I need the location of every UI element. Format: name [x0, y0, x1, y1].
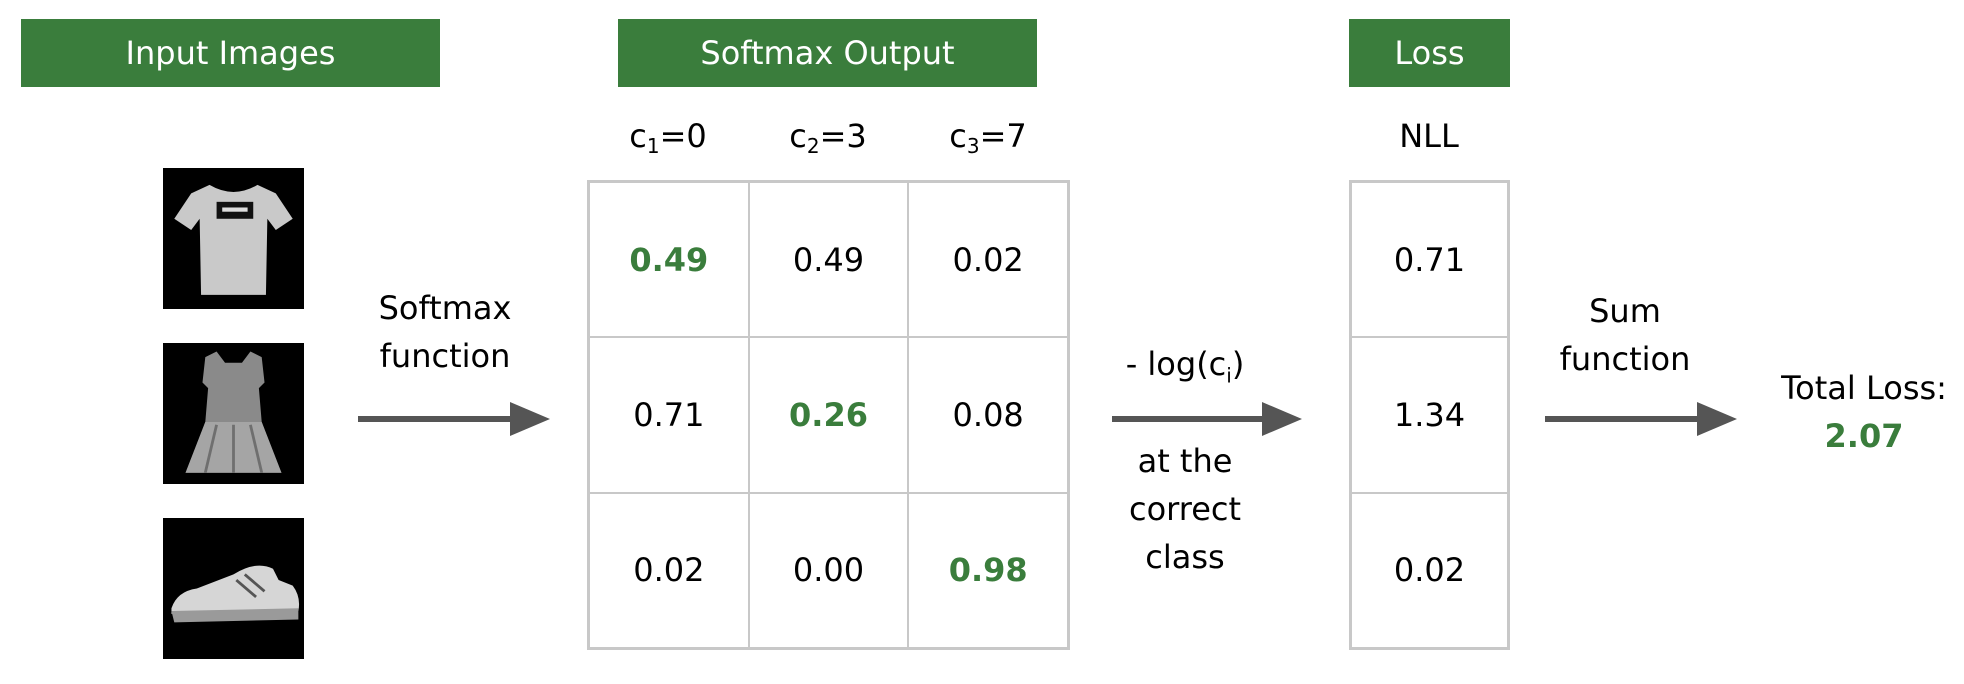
- sum-arrow: [1545, 402, 1737, 436]
- loss-cell: 1.34: [1351, 337, 1508, 493]
- softmax-output-header: Softmax Output: [618, 19, 1037, 87]
- total-loss-label: Total Loss: 2.07: [1774, 364, 1954, 460]
- nll-column-header: NLL: [1399, 117, 1459, 155]
- nll-arrow: [1112, 402, 1302, 436]
- loss-cell: 0.71: [1351, 182, 1508, 338]
- softmax-cell: 0.49: [589, 182, 749, 338]
- softmax-cell: 0.02: [908, 182, 1068, 338]
- class-column-header: c2=3: [789, 117, 867, 158]
- dress-graphic: [185, 351, 282, 474]
- input-images-header: Input Images: [21, 19, 440, 87]
- softmax-cell: 0.02: [589, 492, 749, 648]
- softmax-cell: 0.08: [908, 337, 1068, 493]
- softmax-output-header-label: Softmax Output: [700, 34, 955, 72]
- softmax-cell: 0.26: [748, 337, 909, 493]
- sneaker-graphic: [171, 565, 300, 623]
- t-shirt-graphic: [174, 184, 293, 295]
- softmax-function-label: Softmax function: [378, 289, 512, 375]
- sneaker-icon: [163, 518, 304, 659]
- softmax-arrow: [358, 402, 550, 436]
- total-loss-value: 2.07: [1824, 417, 1904, 455]
- softmax-cell: 0.71: [589, 337, 749, 493]
- softmax-cell: 0.49: [748, 182, 909, 338]
- class-column-header: c1=0: [629, 117, 707, 158]
- loss-header-label: Loss: [1394, 34, 1465, 72]
- correct-class-label: at the correct class: [1128, 442, 1242, 576]
- input-images-header-label: Input Images: [125, 34, 336, 72]
- softmax-output-table: 0.49 0.49 0.02 0.71 0.26 0.08 0.02 0.00 …: [587, 180, 1070, 650]
- loss-cell: 0.02: [1351, 492, 1508, 648]
- nll-loss-table: 0.71 1.34 0.02: [1349, 180, 1510, 650]
- t-shirt-icon: [163, 168, 304, 309]
- softmax-cell: 0.00: [748, 492, 909, 648]
- neg-log-label: - log(ci): [1125, 345, 1245, 388]
- dress-icon: [163, 343, 304, 484]
- loss-header: Loss: [1349, 19, 1510, 87]
- class-column-header: c3=7: [949, 117, 1027, 158]
- sum-function-label: Sum function: [1559, 292, 1691, 378]
- softmax-cell: 0.98: [908, 492, 1068, 648]
